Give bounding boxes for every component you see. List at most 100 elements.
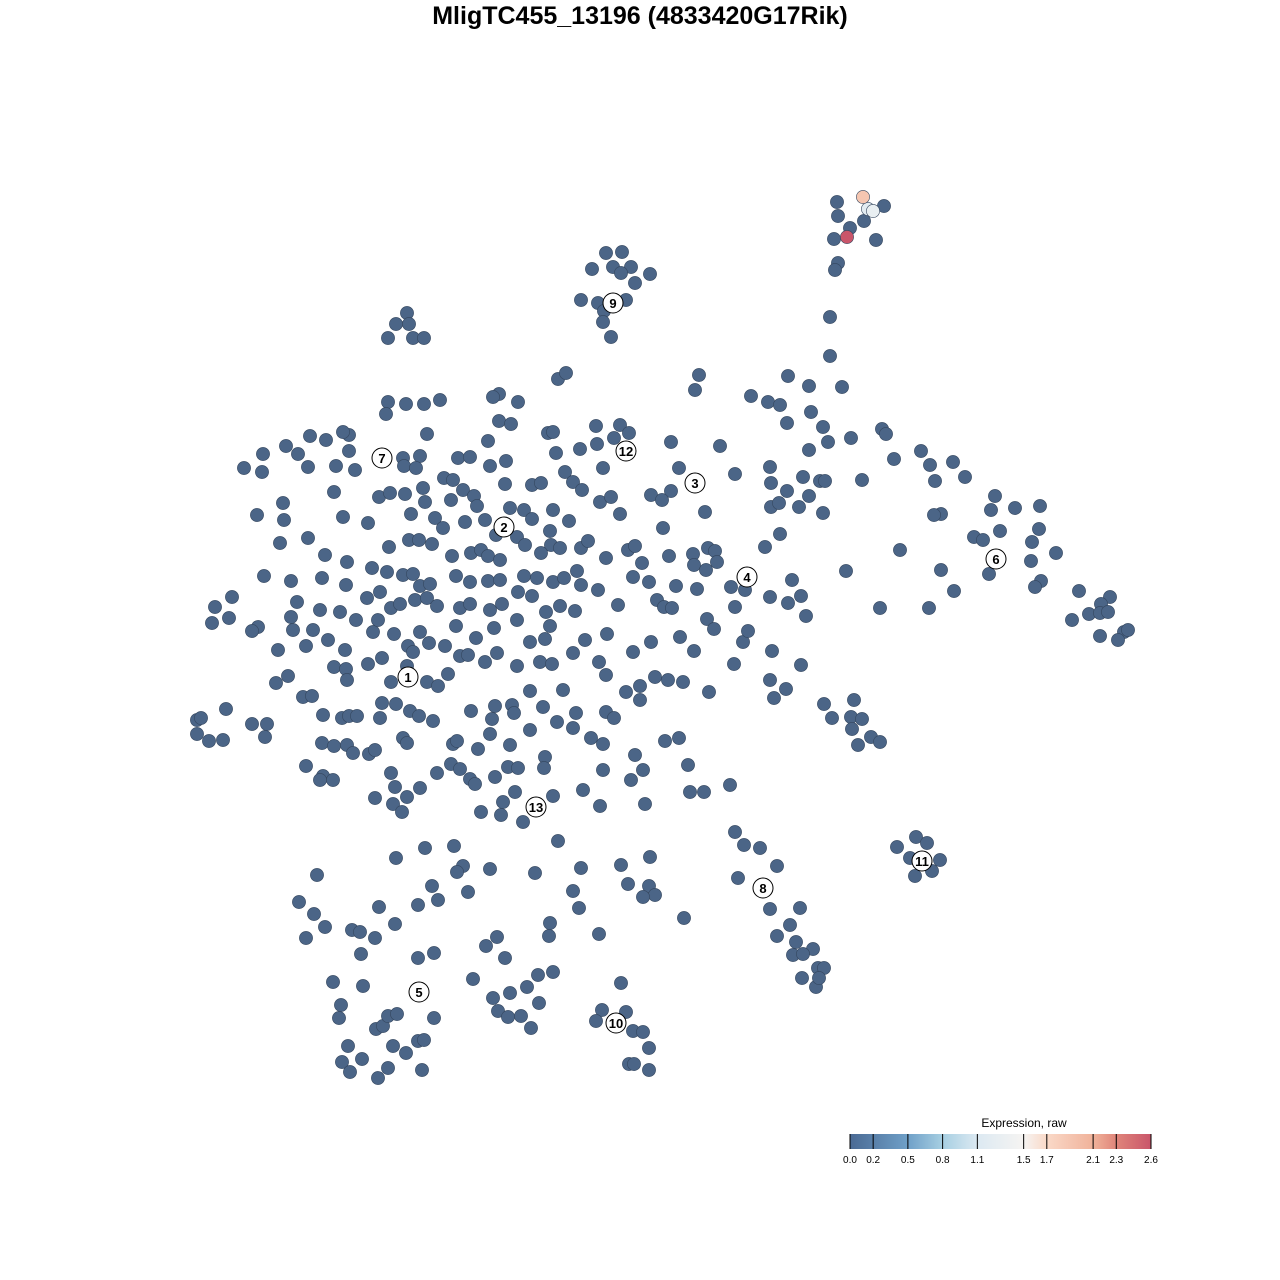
cell-point [672,461,686,475]
cell-point [669,579,683,593]
cell-point [387,627,401,641]
cell-point [574,293,588,307]
cell-point [687,558,701,572]
cell-point [893,543,907,557]
cell-point [326,975,340,989]
cluster-label-text: 12 [619,444,633,459]
cell-point [697,785,711,799]
cell-point [498,477,512,491]
cell-point [636,763,650,777]
cell-point [508,785,522,799]
cell-point [490,930,504,944]
cell-point [318,920,332,934]
cell-point [301,531,315,545]
cell-point [483,862,497,876]
cell-point [315,571,329,585]
cell-point [802,443,816,457]
cluster-label-text: 2 [500,520,507,535]
cluster-label-circle [602,292,624,314]
legend-tick-label: 0.8 [936,1155,950,1166]
cell-point [402,317,416,331]
cluster-label-circle [985,548,1007,570]
cluster-label-text: 8 [759,881,766,896]
cell-point [677,911,691,925]
cell-point [340,555,354,569]
cell-point [340,673,354,687]
cell-point [281,669,295,683]
cell-point [284,574,298,588]
cluster-label-circle [397,666,419,688]
cell-point [381,331,395,345]
cell-point [559,366,573,380]
cell-point [332,1011,346,1025]
cell-point [422,636,436,650]
cell-point [523,684,537,698]
cell-point [628,276,642,290]
cell-point [909,830,923,844]
cell-point [621,877,635,891]
cell-point [255,465,269,479]
cell-point [318,548,332,562]
cell-point [780,416,794,430]
cell-point [887,452,901,466]
cell-point [346,746,360,760]
cell-point [710,555,724,569]
cell-point [643,267,657,281]
cell-point [256,447,270,461]
cell-point [700,612,714,626]
cell-point [589,419,603,433]
cell-point [802,379,816,393]
cell-point [825,711,839,725]
cell-point [219,702,233,716]
cell-point [336,425,350,439]
cell-point [613,418,627,432]
cell-point [644,635,658,649]
cell-point [873,601,887,615]
cell-point [503,986,517,1000]
cell-point [433,393,447,407]
cell-point [556,683,570,697]
cell-point [426,714,440,728]
cell-point [627,1057,641,1071]
cell-point [933,853,947,867]
cell-point [496,795,510,809]
cell-point [498,951,512,965]
cell-point [665,601,679,615]
cell-point [537,761,551,775]
cell-point [772,496,786,510]
cell-point [844,431,858,445]
cluster-label-8: 8 [752,877,774,899]
cell-point [599,246,613,260]
cell-point [307,907,321,921]
cell-point [982,567,996,581]
cell-point [375,651,389,665]
cell-point [802,489,816,503]
cell-point [763,590,777,604]
cell-point [416,481,430,495]
cell-point [492,414,506,428]
cell-point [384,675,398,689]
cell-point [823,349,837,363]
cell-point [494,808,508,822]
cell-point [481,549,495,563]
cell-point [628,539,642,553]
cell-point [299,931,313,945]
cell-point [817,697,831,711]
cell-point [425,537,439,551]
cell-point [205,616,219,630]
cell-point [534,476,548,490]
cell-point [368,743,382,757]
cell-point [250,508,264,522]
cell-point [731,871,745,885]
cell-point [539,605,553,619]
cell-point [286,623,300,637]
cell-point [273,536,287,550]
cell-point [305,689,319,703]
cell-point [450,865,464,879]
cell-point [923,458,937,472]
cell-point [225,590,239,604]
cell-point [546,503,560,517]
cell-point [856,190,870,204]
cluster-label-circle [371,447,393,469]
cell-point [795,971,809,985]
